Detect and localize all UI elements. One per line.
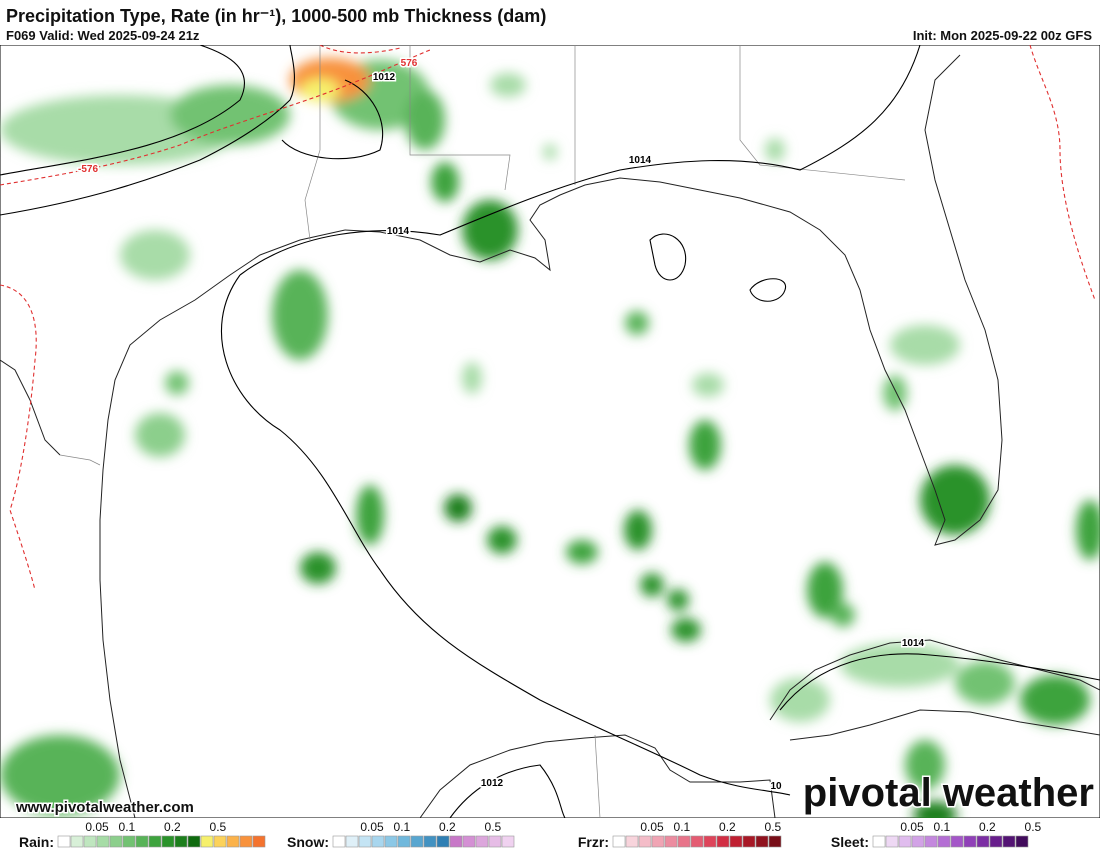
legend-label: Sleet: bbox=[831, 834, 869, 850]
watermark: www.pivotalweather.com bbox=[15, 799, 194, 816]
legend-tick: 0.1 bbox=[674, 820, 691, 834]
legend-swatch bbox=[122, 835, 136, 848]
legend-tick: 0.1 bbox=[119, 820, 136, 834]
legend-swatch bbox=[226, 835, 240, 848]
contour-label: 10 bbox=[770, 781, 782, 792]
legend-tick: 0.05 bbox=[85, 820, 109, 834]
legend-swatch bbox=[449, 835, 463, 848]
thickness bbox=[0, 45, 1096, 591]
contour-label: 1014 bbox=[629, 155, 652, 166]
legend-swatch bbox=[252, 835, 266, 848]
legend-swatch bbox=[989, 835, 1003, 848]
legend-swatch bbox=[898, 835, 912, 848]
legend-swatch bbox=[911, 835, 925, 848]
legend-tick: 0.05 bbox=[360, 820, 384, 834]
legend-swatch bbox=[83, 835, 97, 848]
legend-swatch bbox=[638, 835, 652, 848]
legend-swatch bbox=[677, 835, 691, 848]
legend-swatch bbox=[612, 835, 626, 848]
legend-swatch bbox=[332, 835, 346, 848]
legend-swatch bbox=[475, 835, 489, 848]
legend-swatch bbox=[703, 835, 717, 848]
contour-label: -576 bbox=[78, 164, 98, 175]
legend-swatch bbox=[872, 835, 886, 848]
legend-swatch bbox=[742, 835, 756, 848]
legend-tick: 0.2 bbox=[439, 820, 456, 834]
logo: pivotal weather bbox=[803, 771, 1094, 815]
legend-swatch bbox=[462, 835, 476, 848]
legend-swatch bbox=[200, 835, 214, 848]
map: 1012 1014 1014 1014 1012 576 -576 10 www.pivotal… bbox=[0, 45, 1100, 818]
legend-swatch bbox=[423, 835, 437, 848]
legend-swatch bbox=[768, 835, 782, 848]
borders bbox=[59, 45, 906, 818]
legend-swatch bbox=[716, 835, 730, 848]
legend-swatch bbox=[96, 835, 110, 848]
contour-label: 1012 bbox=[481, 778, 504, 789]
legend-tick: 0.05 bbox=[900, 820, 924, 834]
legend-swatch bbox=[924, 835, 938, 848]
legend-swatch bbox=[976, 835, 990, 848]
legend-swatch bbox=[70, 835, 84, 848]
legend-tick: 0.1 bbox=[934, 820, 951, 834]
legend-swatch bbox=[729, 835, 743, 848]
valid-time: F069 Valid: Wed 2025-09-24 21z bbox=[6, 28, 200, 43]
title: Precipitation Type, Rate (in hr⁻¹), 1000… bbox=[6, 6, 546, 26]
legend-swatch bbox=[371, 835, 385, 848]
legend-swatch bbox=[651, 835, 665, 848]
contour-label: 1014 bbox=[387, 226, 410, 237]
legend-swatch bbox=[950, 835, 964, 848]
legend-swatch bbox=[488, 835, 502, 848]
legend-swatch bbox=[937, 835, 951, 848]
legend-tick: 0.5 bbox=[1025, 820, 1042, 834]
legend-swatch bbox=[963, 835, 977, 848]
legend-swatch bbox=[135, 835, 149, 848]
legend-tick: 0.05 bbox=[640, 820, 664, 834]
legend-swatch bbox=[187, 835, 201, 848]
legend-swatch bbox=[410, 835, 424, 848]
legend-tick: 0.2 bbox=[979, 820, 996, 834]
legend-swatch bbox=[161, 835, 175, 848]
legend-swatch bbox=[664, 835, 678, 848]
legend-swatch bbox=[397, 835, 411, 848]
legend-tick: 0.5 bbox=[485, 820, 502, 834]
legend-swatch bbox=[1015, 835, 1029, 848]
legend-swatch bbox=[109, 835, 123, 848]
legend-swatch bbox=[239, 835, 253, 848]
legend-tick: 0.5 bbox=[765, 820, 782, 834]
legend-swatch bbox=[690, 835, 704, 848]
contour-label: 1012 bbox=[373, 72, 396, 83]
legend-label: Rain: bbox=[19, 834, 54, 850]
contour-label: 576 bbox=[401, 58, 418, 69]
legend-swatch bbox=[501, 835, 515, 848]
legend-swatch bbox=[57, 835, 71, 848]
legend-swatch bbox=[755, 835, 769, 848]
legend-swatch bbox=[384, 835, 398, 848]
legend-swatch bbox=[436, 835, 450, 848]
legend-label: Frzr: bbox=[578, 834, 609, 850]
contour-label: 1014 bbox=[902, 638, 925, 649]
legend-swatch bbox=[213, 835, 227, 848]
legend-swatch bbox=[885, 835, 899, 848]
legend-label: Snow: bbox=[287, 834, 329, 850]
isobars bbox=[0, 45, 1100, 818]
legend-swatch bbox=[345, 835, 359, 848]
legend-swatch bbox=[1002, 835, 1016, 848]
legend: Rain: 0.05 0.1 0.2 0.5 Snow: 0.05 0.1 0.2 0.5 Frzr… bbox=[0, 818, 1100, 850]
legend-tick: 0.1 bbox=[394, 820, 411, 834]
legend-swatch bbox=[174, 835, 188, 848]
legend-swatch bbox=[358, 835, 372, 848]
coastlines bbox=[0, 54, 1100, 818]
legend-swatch bbox=[625, 835, 639, 848]
init-time: Init: Mon 2025-09-22 00z GFS bbox=[913, 28, 1092, 43]
precip bbox=[0, 58, 1100, 818]
legend-tick: 0.5 bbox=[210, 820, 227, 834]
legend-swatch bbox=[148, 835, 162, 848]
legend-tick: 0.2 bbox=[719, 820, 736, 834]
legend-tick: 0.2 bbox=[164, 820, 181, 834]
